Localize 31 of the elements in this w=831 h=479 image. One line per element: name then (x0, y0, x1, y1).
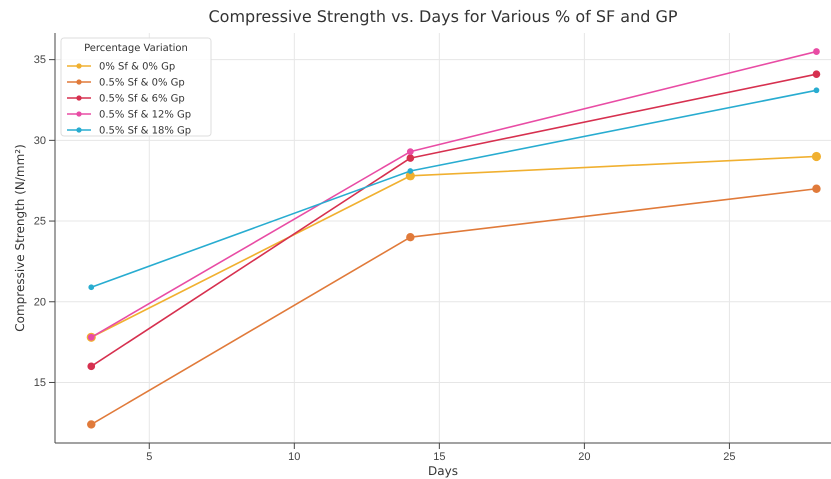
legend-label: 0.5% Sf & 18% Gp (99, 126, 192, 136)
point (88, 284, 94, 290)
point (814, 87, 820, 94)
legend-title: Percentage Variation (84, 43, 188, 54)
x-tick-label: 15 (433, 450, 446, 463)
y-tick-label: 30 (34, 134, 46, 147)
x-tick-label: 10 (288, 450, 300, 463)
point (407, 168, 414, 174)
chart-title: Compressive Strength vs. Days for Various % of SF and GP (208, 7, 678, 26)
x-tick-label: 20 (578, 450, 591, 463)
legend-label: 0.5% Sf & 6% Gp (99, 94, 185, 104)
point (406, 154, 414, 162)
y-tick-label: 15 (34, 376, 46, 389)
point (812, 70, 820, 78)
y-tick-label: 20 (34, 296, 46, 308)
point (813, 48, 820, 55)
legend-label: 0.5% Sf & 0% Gp (99, 78, 185, 88)
x-tick-label: 25 (723, 450, 736, 463)
x-axis-title: Days (428, 464, 458, 478)
point (406, 148, 414, 156)
legend-label: 0% Sf & 0% Gp (99, 62, 176, 72)
point (812, 184, 821, 193)
point (87, 362, 96, 370)
point (812, 152, 822, 162)
y-tick-label: 25 (34, 216, 46, 228)
legend-label: 0.5% Sf & 12% Gp (99, 110, 192, 120)
point (406, 232, 415, 242)
y-tick-label: 35 (34, 54, 46, 66)
y-axis-title: Compressive Strength (N/mm²) (13, 144, 27, 332)
point (87, 420, 96, 429)
x-tick-label: 5 (146, 450, 152, 463)
